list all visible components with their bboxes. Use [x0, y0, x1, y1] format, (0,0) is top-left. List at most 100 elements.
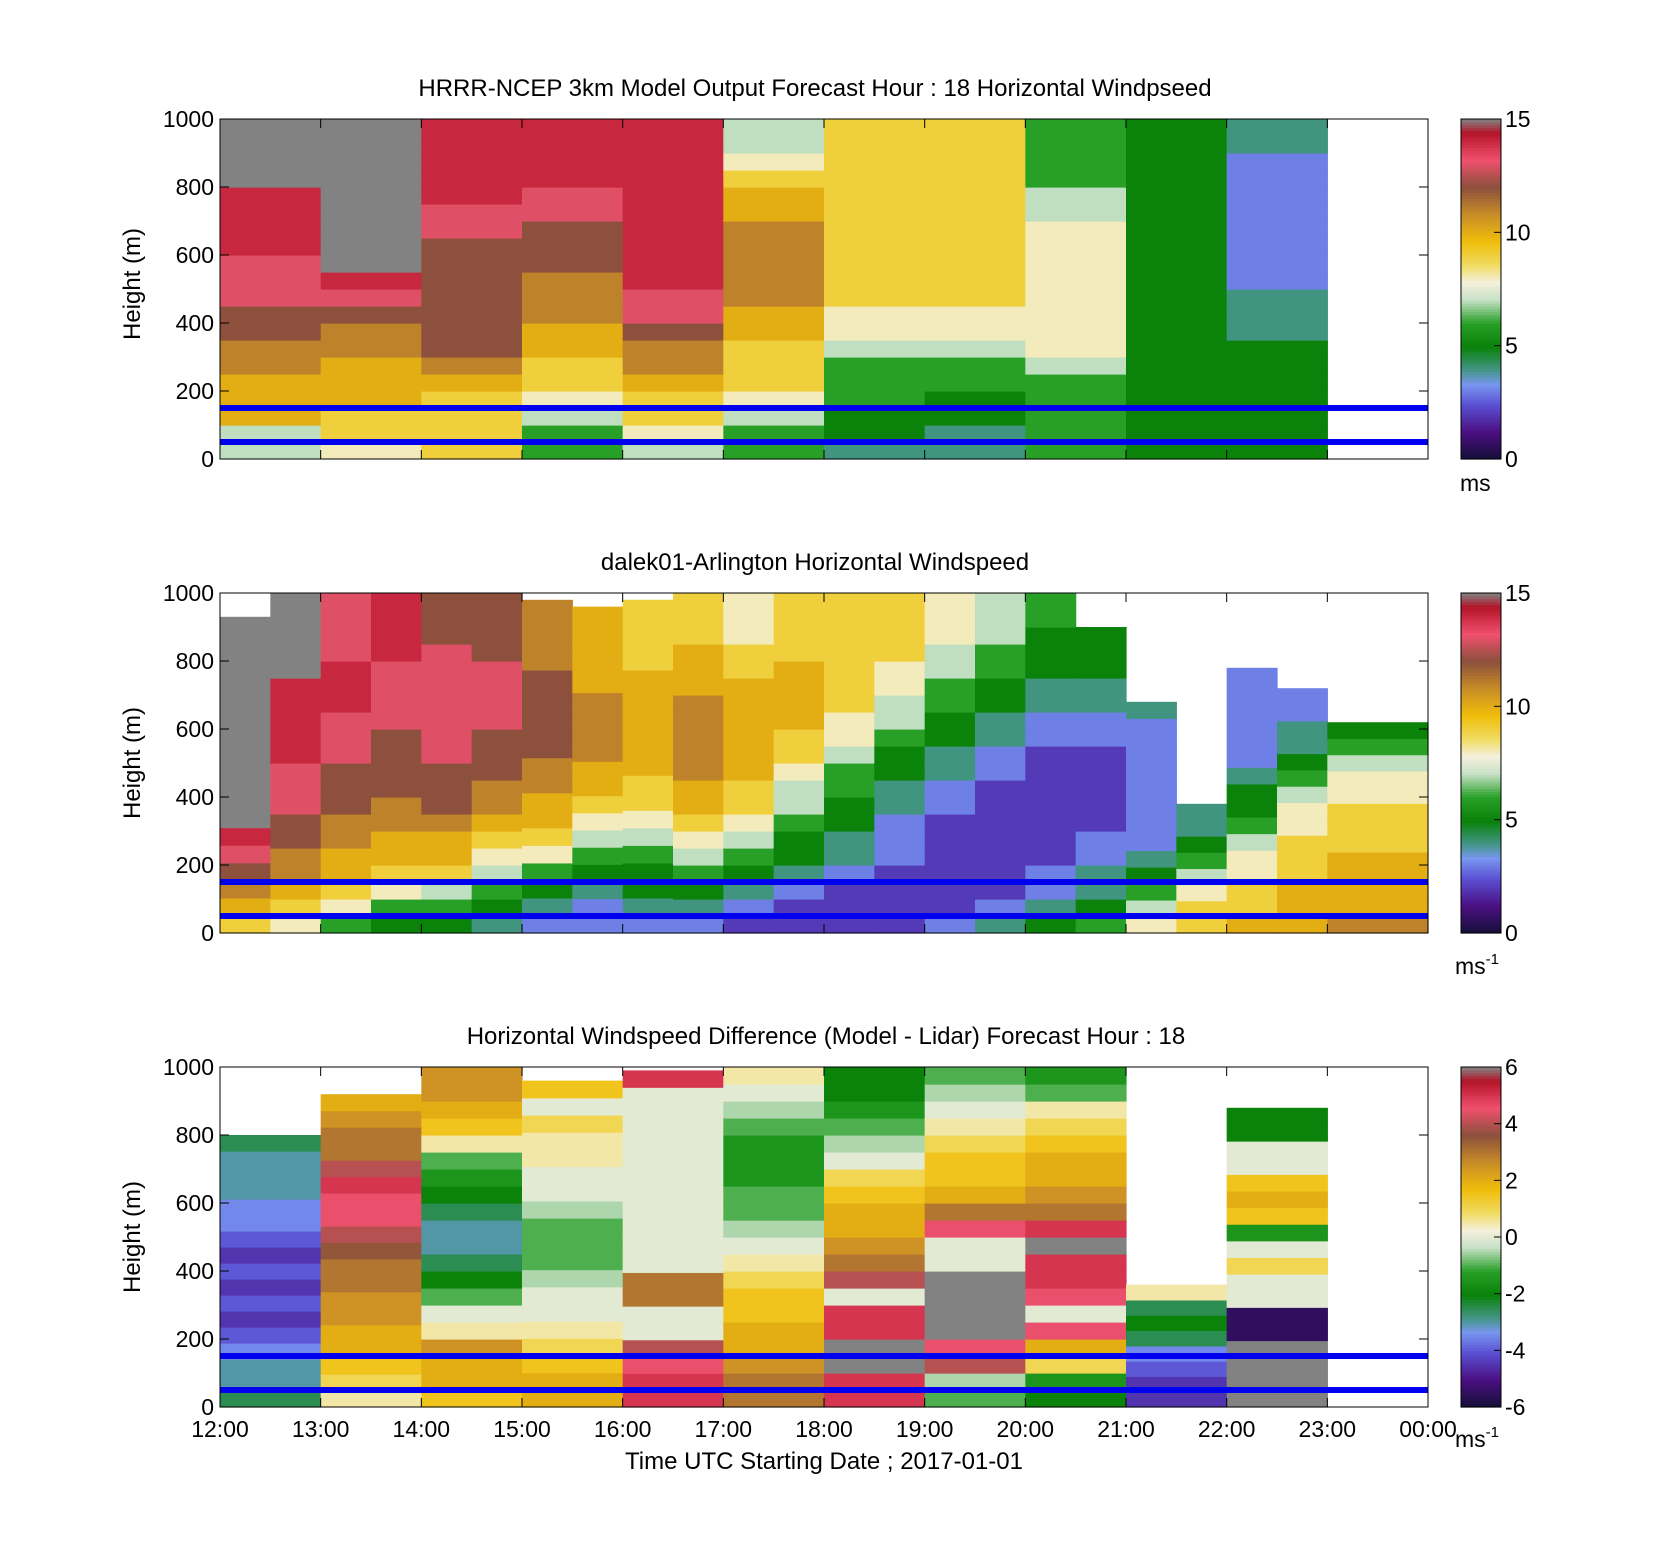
heatmap-cell — [421, 695, 473, 713]
heatmap-cell — [220, 374, 322, 392]
colorbar-swatch — [1461, 1299, 1501, 1303]
heatmap-cell — [421, 1288, 523, 1306]
heatmap-cell — [220, 153, 322, 171]
heatmap-cell — [1327, 916, 1429, 934]
heatmap-cell — [824, 593, 875, 611]
heatmap-cell — [723, 899, 775, 917]
colorbar-swatch — [1461, 641, 1501, 645]
heatmap-cell — [522, 827, 573, 846]
colorbar-swatch — [1461, 649, 1501, 654]
heatmap-cell — [874, 593, 926, 611]
heatmap-cell — [220, 915, 271, 934]
heatmap-cell — [1176, 819, 1228, 837]
colorbar-swatch — [1461, 427, 1501, 432]
heatmap-cell — [924, 1339, 1026, 1357]
heatmap-cell — [622, 722, 674, 741]
heatmap-cell — [824, 848, 875, 866]
heatmap-cell — [320, 272, 422, 290]
colorbar-swatch — [1461, 119, 1501, 123]
heatmap-cell — [723, 1152, 825, 1170]
heatmap-cell — [924, 187, 1026, 205]
colorbar-swatch — [1461, 1398, 1501, 1402]
colorbar-swatch — [1461, 1234, 1501, 1238]
colorbar-swatch — [1461, 663, 1501, 668]
colorbar-swatch — [1461, 918, 1501, 923]
colorbar-swatch — [1461, 405, 1501, 409]
heatmap-cell — [975, 593, 1026, 611]
heatmap-cell — [522, 862, 573, 881]
heatmap-cell — [1075, 848, 1127, 866]
heatmap-cell — [1176, 836, 1228, 853]
heatmap-cell — [924, 1169, 1026, 1187]
colorbar-swatch — [1461, 700, 1501, 705]
heatmap-cell — [320, 1258, 422, 1276]
heatmap-cell — [824, 1339, 926, 1357]
panel-difference-colorbar-unit: ms-1 — [1455, 1424, 1499, 1452]
colorbar-swatch — [1461, 1358, 1501, 1363]
heatmap-cell — [220, 1183, 322, 1200]
colorbar-swatch — [1461, 771, 1501, 775]
heatmap-cell — [824, 340, 926, 358]
colorbar-swatch — [1461, 1132, 1501, 1136]
heatmap-cell — [1025, 1305, 1127, 1323]
colorbar-swatch — [1461, 212, 1501, 216]
heatmap-cell — [421, 1101, 523, 1119]
heatmap-cell — [924, 289, 1026, 307]
heatmap-cell — [421, 1084, 523, 1102]
heatmap-cell — [471, 610, 523, 628]
heatmap-cell — [673, 882, 724, 900]
heatmap-cell — [270, 848, 322, 866]
heatmap-cell — [421, 1237, 523, 1255]
colorbar-swatch — [1461, 1313, 1501, 1317]
colorbar-swatch — [1461, 709, 1501, 713]
heatmap-cell — [471, 814, 523, 832]
heatmap-cell — [320, 442, 422, 460]
heatmap-cell — [1025, 289, 1127, 307]
heatmap-cell — [924, 746, 976, 764]
heatmap-cell — [270, 712, 322, 730]
heatmap-cell — [924, 678, 976, 696]
heatmap-cell — [320, 1275, 422, 1293]
heatmap-cell — [824, 119, 926, 137]
panel-lidar-ylabel: Height (m) — [119, 707, 146, 819]
heatmap-cell — [824, 763, 875, 781]
heatmap-cell — [1226, 783, 1278, 801]
colorbar-swatch — [1461, 686, 1501, 690]
heatmap-cell — [824, 1237, 926, 1255]
panel-difference-colorbar: -6 -4 -2 0 2 4 6 — [1460, 1054, 1526, 1420]
heatmap-cell — [522, 374, 624, 392]
y-tick-label: 0 — [201, 920, 214, 946]
heatmap-cell — [471, 865, 523, 883]
heatmap-cell — [824, 1254, 926, 1272]
colorbar-swatch — [1461, 1384, 1501, 1388]
colorbar-swatch — [1461, 439, 1501, 443]
colorbar-swatch — [1461, 717, 1501, 722]
heatmap-cell — [522, 170, 624, 188]
colorbar-swatch — [1461, 1154, 1501, 1159]
heatmap-cell — [421, 1339, 523, 1357]
heatmap-cell — [320, 1094, 422, 1112]
colorbar-swatch — [1461, 1370, 1501, 1374]
heatmap-cell — [320, 661, 372, 679]
heatmap-cell — [371, 814, 422, 832]
heatmap-cell — [1226, 272, 1328, 290]
panel-lidar-colorbar: 0 5 10 15 — [1460, 580, 1531, 946]
colorbar-swatch — [1461, 1109, 1501, 1113]
heatmap-cell — [924, 357, 1026, 375]
heatmap-cell — [824, 1135, 926, 1153]
heatmap-cell — [723, 391, 825, 409]
colorbar-swatch — [1461, 311, 1501, 316]
heatmap-cell — [421, 831, 473, 849]
heatmap-cell — [1327, 722, 1429, 740]
heatmap-cell — [471, 746, 523, 764]
heatmap-cell — [220, 1215, 322, 1232]
heatmap-cell — [421, 1271, 523, 1289]
heatmap-cell — [924, 1220, 1026, 1238]
heatmap-cell — [220, 897, 271, 917]
heatmap-cell — [723, 1101, 825, 1119]
heatmap-cell — [622, 1120, 724, 1139]
heatmap-cell — [371, 780, 422, 798]
heatmap-cell — [723, 374, 825, 392]
heatmap-cell — [1075, 746, 1127, 764]
heatmap-cell — [1126, 1299, 1228, 1316]
